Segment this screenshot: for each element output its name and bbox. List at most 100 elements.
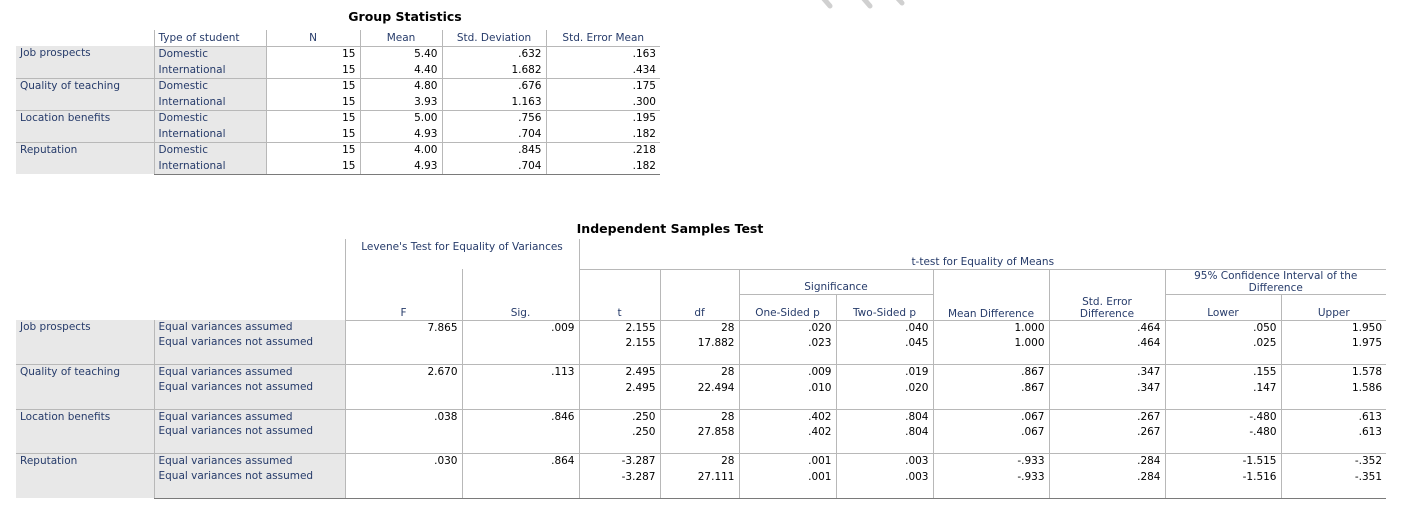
t-cell: 2.155 — [578, 320, 660, 336]
sig-cell — [461, 425, 579, 454]
sig-cell — [461, 469, 579, 499]
table-row: Job prospects Equal variances assumed 7.86… — [16, 320, 1386, 365]
lower-cell: .050 — [1164, 320, 1281, 336]
header-std-error-mean: Std. Error Mean — [545, 30, 660, 47]
n-cell: 15 — [265, 46, 360, 62]
f-cell — [344, 380, 462, 409]
n-cell: 15 — [265, 109, 360, 126]
assumption-cell: Equal variances assumed — [153, 453, 345, 470]
two-sided-p-cell: .804 — [835, 408, 933, 425]
ist-header-row-3: F Sig. t df One-Sided p Two-Sided p Mean… — [16, 293, 1386, 321]
one-sided-p-cell: .010 — [738, 380, 836, 409]
two-sided-p-cell: .019 — [835, 364, 933, 381]
lower-cell: -.480 — [1164, 408, 1281, 425]
mean-cell: 4.80 — [359, 77, 442, 94]
df-cell: 28 — [659, 408, 739, 425]
lower-cell: -1.516 — [1164, 469, 1281, 499]
std-deviation-cell: .756 — [441, 109, 546, 126]
std-error-mean-cell: .195 — [545, 109, 660, 126]
header-lower: Lower — [1164, 293, 1281, 321]
std-deviation-cell: .704 — [441, 126, 546, 142]
header-t: t — [578, 294, 660, 321]
table-row: Equal variances not assumed 2.495 22.494.0… — [16, 380, 1386, 409]
std-deviation-cell: 1.163 — [441, 94, 546, 110]
table-row: Equal variances not assumed 2.155 17.882.0… — [16, 336, 1386, 365]
row-label: Location benefits — [16, 408, 154, 454]
independent-test-table: Levene's Test for Equality of Variances … — [16, 239, 1386, 499]
t-cell: .250 — [578, 408, 660, 425]
f-cell — [344, 469, 462, 499]
two-sided-p-cell: .040 — [835, 320, 933, 336]
df-cell: 28 — [659, 453, 739, 470]
lower-cell: .147 — [1164, 380, 1281, 409]
header-significance: Significance — [738, 269, 933, 294]
header-df: df — [659, 294, 739, 321]
df-cell: 28 — [659, 320, 739, 336]
assumption-cell: Equal variances not assumed — [153, 425, 345, 454]
row-label: Job prospects — [16, 46, 154, 78]
assumption-cell: Equal variances not assumed — [153, 336, 345, 365]
std-error-mean-cell: .182 — [545, 126, 660, 142]
mean-difference-cell: 1.000 — [932, 320, 1049, 336]
std-error-difference-cell: .267 — [1048, 425, 1165, 454]
mean-difference-cell: .867 — [932, 364, 1049, 381]
one-sided-p-cell: .402 — [738, 425, 836, 454]
row-label: Job prospects — [16, 320, 154, 365]
df-cell: 28 — [659, 364, 739, 381]
n-cell: 15 — [265, 94, 360, 110]
header-ttest: t-test for Equality of Means — [578, 239, 1386, 270]
header-two-sided-p: Two-Sided p — [835, 293, 933, 321]
header-mean-difference: Mean Difference — [932, 294, 1049, 321]
watermark-stroke — [895, 0, 905, 6]
upper-cell: .613 — [1280, 425, 1386, 454]
f-cell: .030 — [344, 453, 462, 470]
independent-test-body: Job prospects Equal variances assumed 7.86… — [16, 320, 1386, 499]
mean-cell: 4.40 — [359, 62, 442, 78]
n-cell: 15 — [265, 77, 360, 94]
std-error-difference-cell: .464 — [1048, 320, 1165, 336]
std-error-mean-cell: .175 — [545, 77, 660, 94]
header-std-deviation: Std. Deviation — [441, 30, 546, 47]
one-sided-p-cell: .001 — [738, 469, 836, 499]
one-sided-p-cell: .020 — [738, 320, 836, 336]
n-cell: 15 — [265, 62, 360, 78]
header-type-of-student: Type of student — [153, 30, 266, 47]
row-label: Quality of teaching — [16, 364, 154, 409]
table-row: Job prospects Domestic 15 5.40.632.163 — [16, 46, 660, 78]
n-cell: 15 — [265, 158, 360, 175]
assumption-cell: Equal variances not assumed — [153, 469, 345, 499]
t-cell: -3.287 — [578, 469, 660, 499]
student-type-cell: International — [153, 126, 266, 142]
header-levene: Levene's Test for Equality of Variances — [344, 239, 579, 269]
assumption-cell: Equal variances assumed — [153, 364, 345, 381]
table-row: Equal variances not assumed .250 27.858.40… — [16, 425, 1386, 454]
student-type-cell: Domestic — [153, 77, 266, 94]
sig-cell — [461, 336, 579, 365]
lower-cell: -.480 — [1164, 425, 1281, 454]
upper-cell: 1.586 — [1280, 380, 1386, 409]
table-row: International 15 3.93 1.163.300 — [16, 94, 660, 110]
mean-difference-cell: -.933 — [932, 469, 1049, 499]
watermark-stroke — [821, 0, 833, 9]
mean-difference-cell: .867 — [932, 380, 1049, 409]
mean-cell: 5.00 — [359, 109, 442, 126]
t-cell: -3.287 — [578, 453, 660, 470]
assumption-cell: Equal variances assumed — [153, 320, 345, 336]
std-deviation-cell: .704 — [441, 158, 546, 175]
sig-cell: .113 — [461, 364, 579, 381]
row-label: Reputation — [16, 453, 154, 498]
student-type-cell: International — [153, 62, 266, 78]
mean-cell: 4.93 — [359, 158, 442, 175]
one-sided-p-cell: .009 — [738, 364, 836, 381]
group-statistics-body: Job prospects Domestic 15 5.40.632.163 Inter… — [16, 46, 660, 175]
group-statistics-title: Group Statistics — [348, 9, 462, 24]
std-deviation-cell: 1.682 — [441, 62, 546, 78]
header-n: N — [265, 30, 360, 47]
header-f: F — [344, 294, 462, 321]
std-error-difference-cell: .464 — [1048, 336, 1165, 365]
independent-test-title: Independent Samples Test — [576, 221, 764, 236]
upper-cell: -.352 — [1280, 453, 1386, 470]
student-type-cell: Domestic — [153, 141, 266, 158]
std-deviation-cell: .845 — [441, 141, 546, 158]
mean-cell: 3.93 — [359, 94, 442, 110]
